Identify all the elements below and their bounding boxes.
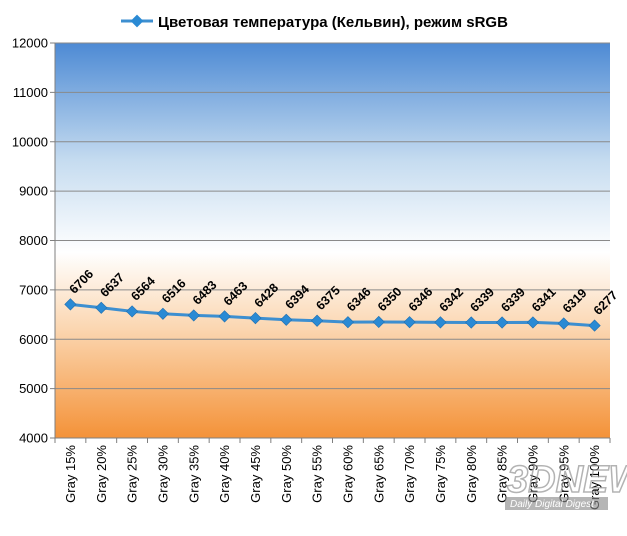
data-point bbox=[64, 298, 77, 311]
data-point bbox=[434, 316, 447, 329]
x-tick-label: Gray 80% bbox=[464, 445, 479, 503]
series-markers bbox=[64, 298, 601, 332]
x-tick-label: Gray 20% bbox=[94, 445, 109, 503]
x-tick-label: Gray 70% bbox=[402, 445, 417, 503]
data-point bbox=[156, 307, 169, 320]
data-point bbox=[526, 316, 539, 329]
x-tick-label: Gray 65% bbox=[371, 445, 386, 503]
y-tick-label: 8000 bbox=[19, 233, 48, 248]
y-axis: 4000 5000 6000 7000 8000 9000 10000 11000 12000 bbox=[12, 36, 56, 446]
data-point bbox=[249, 312, 262, 325]
gridlines bbox=[55, 42, 610, 390]
data-point bbox=[126, 305, 139, 318]
x-tick-label: Gray 50% bbox=[279, 445, 294, 503]
x-tick-label: Gray 30% bbox=[155, 445, 170, 503]
data-point bbox=[588, 319, 601, 332]
watermark-tagline: Daily Digital Digest bbox=[510, 499, 595, 510]
x-tick-label: Gray 45% bbox=[248, 445, 263, 503]
x-tick-label: Gray 95% bbox=[556, 445, 571, 503]
x-tick-label: Gray 55% bbox=[310, 445, 325, 503]
x-tick-label: Gray 25% bbox=[125, 445, 140, 503]
watermark-brand: 3DNEWS bbox=[507, 459, 627, 501]
data-point bbox=[465, 316, 478, 329]
y-tick-label: 4000 bbox=[19, 431, 48, 446]
y-tick-label: 11000 bbox=[13, 85, 48, 100]
watermark-logo: 3DNEWS Daily Digital Digest bbox=[505, 458, 627, 510]
data-point bbox=[372, 315, 385, 329]
data-point bbox=[218, 310, 231, 323]
legend-label: Цветовая температура (Кельвин), режим sR… bbox=[158, 14, 508, 31]
data-point bbox=[557, 317, 570, 330]
data-point bbox=[280, 313, 293, 326]
legend-marker bbox=[130, 14, 144, 28]
x-tick-label: Gray 60% bbox=[340, 445, 355, 503]
y-tick-label: 10000 bbox=[12, 134, 48, 149]
y-tick-label: 7000 bbox=[19, 282, 48, 297]
y-tick-label: 12000 bbox=[12, 36, 48, 51]
data-point bbox=[403, 316, 416, 329]
x-tick-label: Gray 40% bbox=[217, 445, 232, 503]
x-tick-label: Gray 100% bbox=[587, 445, 602, 510]
data-point bbox=[187, 309, 200, 322]
x-axis: Gray 15% Gray 20% Gray 25% Gray 30% Gray 35%… bbox=[54, 437, 611, 510]
x-tick-label: Gray 90% bbox=[525, 445, 540, 503]
x-tick-label: Gray 75% bbox=[433, 445, 448, 503]
x-tick-label: Gray 85% bbox=[495, 445, 510, 503]
legend: Цветовая температура (Кельвин), режим sR… bbox=[121, 14, 508, 31]
y-tick-label: 9000 bbox=[19, 184, 48, 199]
data-point bbox=[311, 314, 324, 327]
data-point bbox=[341, 316, 354, 329]
data-point bbox=[95, 301, 108, 314]
y-tick-label: 6000 bbox=[19, 332, 48, 347]
x-tick-label: Gray 35% bbox=[186, 445, 201, 503]
y-tick-label: 5000 bbox=[19, 381, 48, 396]
x-tick-label: Gray 15% bbox=[63, 445, 78, 503]
data-point bbox=[496, 316, 509, 329]
